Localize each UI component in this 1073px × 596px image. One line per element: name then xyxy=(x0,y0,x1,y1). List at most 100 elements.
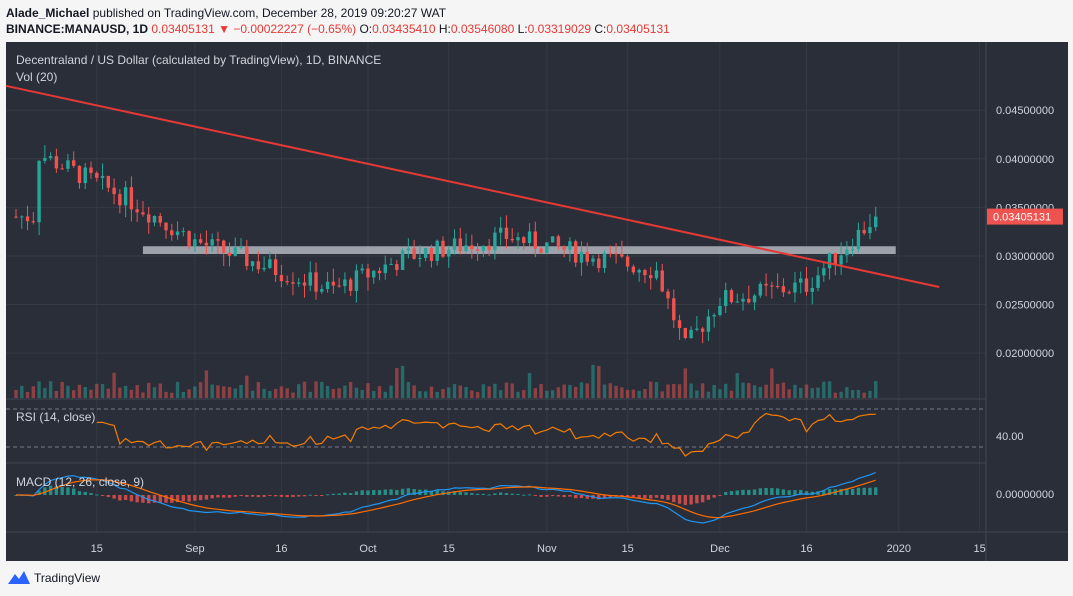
time-tick-label: 15 xyxy=(443,543,455,555)
author-name[interactable]: Alade_Michael xyxy=(6,6,90,20)
candle-body xyxy=(302,282,307,286)
volume-bar xyxy=(481,384,486,398)
volume-bar xyxy=(649,381,653,398)
macd-histogram-bar xyxy=(573,495,578,499)
trendline[interactable] xyxy=(6,83,940,289)
publish-info: published on TradingView.com, December 2… xyxy=(92,6,447,20)
candle-body xyxy=(25,216,30,222)
candle-body xyxy=(37,160,41,223)
macd-histogram-bar xyxy=(856,487,861,495)
candle-body xyxy=(845,249,849,256)
candle-body xyxy=(377,270,382,274)
candle-body xyxy=(343,279,347,287)
volume-bar xyxy=(337,388,341,398)
macd-histogram-bar xyxy=(331,493,336,495)
candle-body xyxy=(573,241,578,263)
candle-body xyxy=(810,287,814,292)
volume-bar xyxy=(106,388,111,398)
volume-bar xyxy=(360,389,364,398)
candle-body xyxy=(395,264,399,270)
candle-body xyxy=(216,239,220,241)
candle-body xyxy=(60,168,64,170)
macd-histogram-bar xyxy=(677,495,682,504)
volume-bar xyxy=(331,388,336,398)
candle-body xyxy=(724,290,728,306)
volume-bar xyxy=(279,386,284,398)
tradingview-logo-icon[interactable] xyxy=(8,570,30,584)
volume-bar xyxy=(706,391,711,398)
macd-histogram-bar xyxy=(712,495,716,498)
macd-histogram-bar xyxy=(100,495,105,496)
candle-body xyxy=(366,268,370,278)
macd-histogram-bar xyxy=(89,493,93,495)
macd-histogram-bar xyxy=(268,495,272,496)
time-tick-label: Dec xyxy=(710,543,730,555)
candle-body xyxy=(874,216,878,228)
volume-bar xyxy=(504,382,509,398)
macd-histogram-bar xyxy=(845,488,849,495)
candle-body xyxy=(637,270,641,273)
volume-bar xyxy=(868,390,872,398)
volume-bar xyxy=(741,382,745,398)
volume-bar xyxy=(793,384,797,398)
candle-body xyxy=(48,156,53,159)
candle-body xyxy=(729,290,734,303)
volume-bar xyxy=(348,381,353,398)
macd-histogram-bar xyxy=(412,488,416,495)
candle-body xyxy=(20,216,24,218)
volume-bar xyxy=(297,384,301,398)
candle-body xyxy=(135,209,139,213)
macd-histogram-bar xyxy=(60,487,64,495)
candle-body xyxy=(181,231,186,233)
candle-body xyxy=(562,245,566,250)
symbol-label: BINANCE:MANAUSD, 1D xyxy=(6,22,149,36)
brand-name[interactable]: TradingView xyxy=(34,571,101,585)
volume-bar xyxy=(729,390,734,398)
volume-bar xyxy=(308,391,312,398)
macd-histogram-bar xyxy=(343,492,347,495)
volume-bar xyxy=(325,385,330,398)
volume-bar xyxy=(620,387,624,398)
candle-body xyxy=(862,229,866,234)
volume-bar xyxy=(383,391,387,398)
volume-bar xyxy=(856,389,861,398)
footer: TradingView xyxy=(0,561,1073,596)
macd-histogram-bar xyxy=(562,495,566,498)
candle-body xyxy=(54,156,59,169)
chart-svg[interactable]: Decentraland / US Dollar (calculated by … xyxy=(6,42,1068,561)
macd-histogram-bar xyxy=(539,495,543,497)
volume-bar xyxy=(285,388,289,398)
candle-body xyxy=(585,251,589,262)
volume-bar xyxy=(562,384,566,398)
price-axis[interactable]: 0.045000000.040000000.035000000.03000000… xyxy=(996,105,1054,360)
volume-bar xyxy=(83,387,87,398)
candle-body xyxy=(556,236,561,246)
candle-body xyxy=(435,240,439,261)
time-axis[interactable]: 15 Sep 16 Oct 15 Nov 15 Dec 16 2020 15 xyxy=(91,543,986,555)
volume-bar xyxy=(579,382,584,398)
rsi-tick-label: 40.00 xyxy=(996,431,1024,443)
candle-body xyxy=(222,240,226,253)
macd-histogram-bar xyxy=(458,492,462,495)
macd-histogram-bar xyxy=(106,495,111,498)
candle-body xyxy=(112,187,116,195)
volume-bar xyxy=(724,383,728,398)
macd-histogram-bar xyxy=(545,495,549,497)
volume-bar xyxy=(810,388,814,398)
macd-histogram-bar xyxy=(348,493,353,495)
candle-body xyxy=(164,222,168,231)
volume-bar xyxy=(498,390,503,398)
candle-body xyxy=(106,175,111,188)
macd-histogram-bar xyxy=(608,495,613,498)
macd-histogram-bar xyxy=(37,490,41,495)
candle-body xyxy=(781,286,786,293)
candle-body xyxy=(706,316,711,332)
volume-bar xyxy=(545,390,549,398)
rsi-pane xyxy=(6,408,986,457)
chart-area[interactable]: Decentraland / US Dollar (calculated by … xyxy=(6,42,1068,561)
macd-histogram-bar xyxy=(516,493,520,495)
volume-bar xyxy=(833,392,838,398)
volume-bar xyxy=(406,382,411,398)
volume-bar xyxy=(72,390,76,398)
macd-histogram-bar xyxy=(597,495,601,500)
